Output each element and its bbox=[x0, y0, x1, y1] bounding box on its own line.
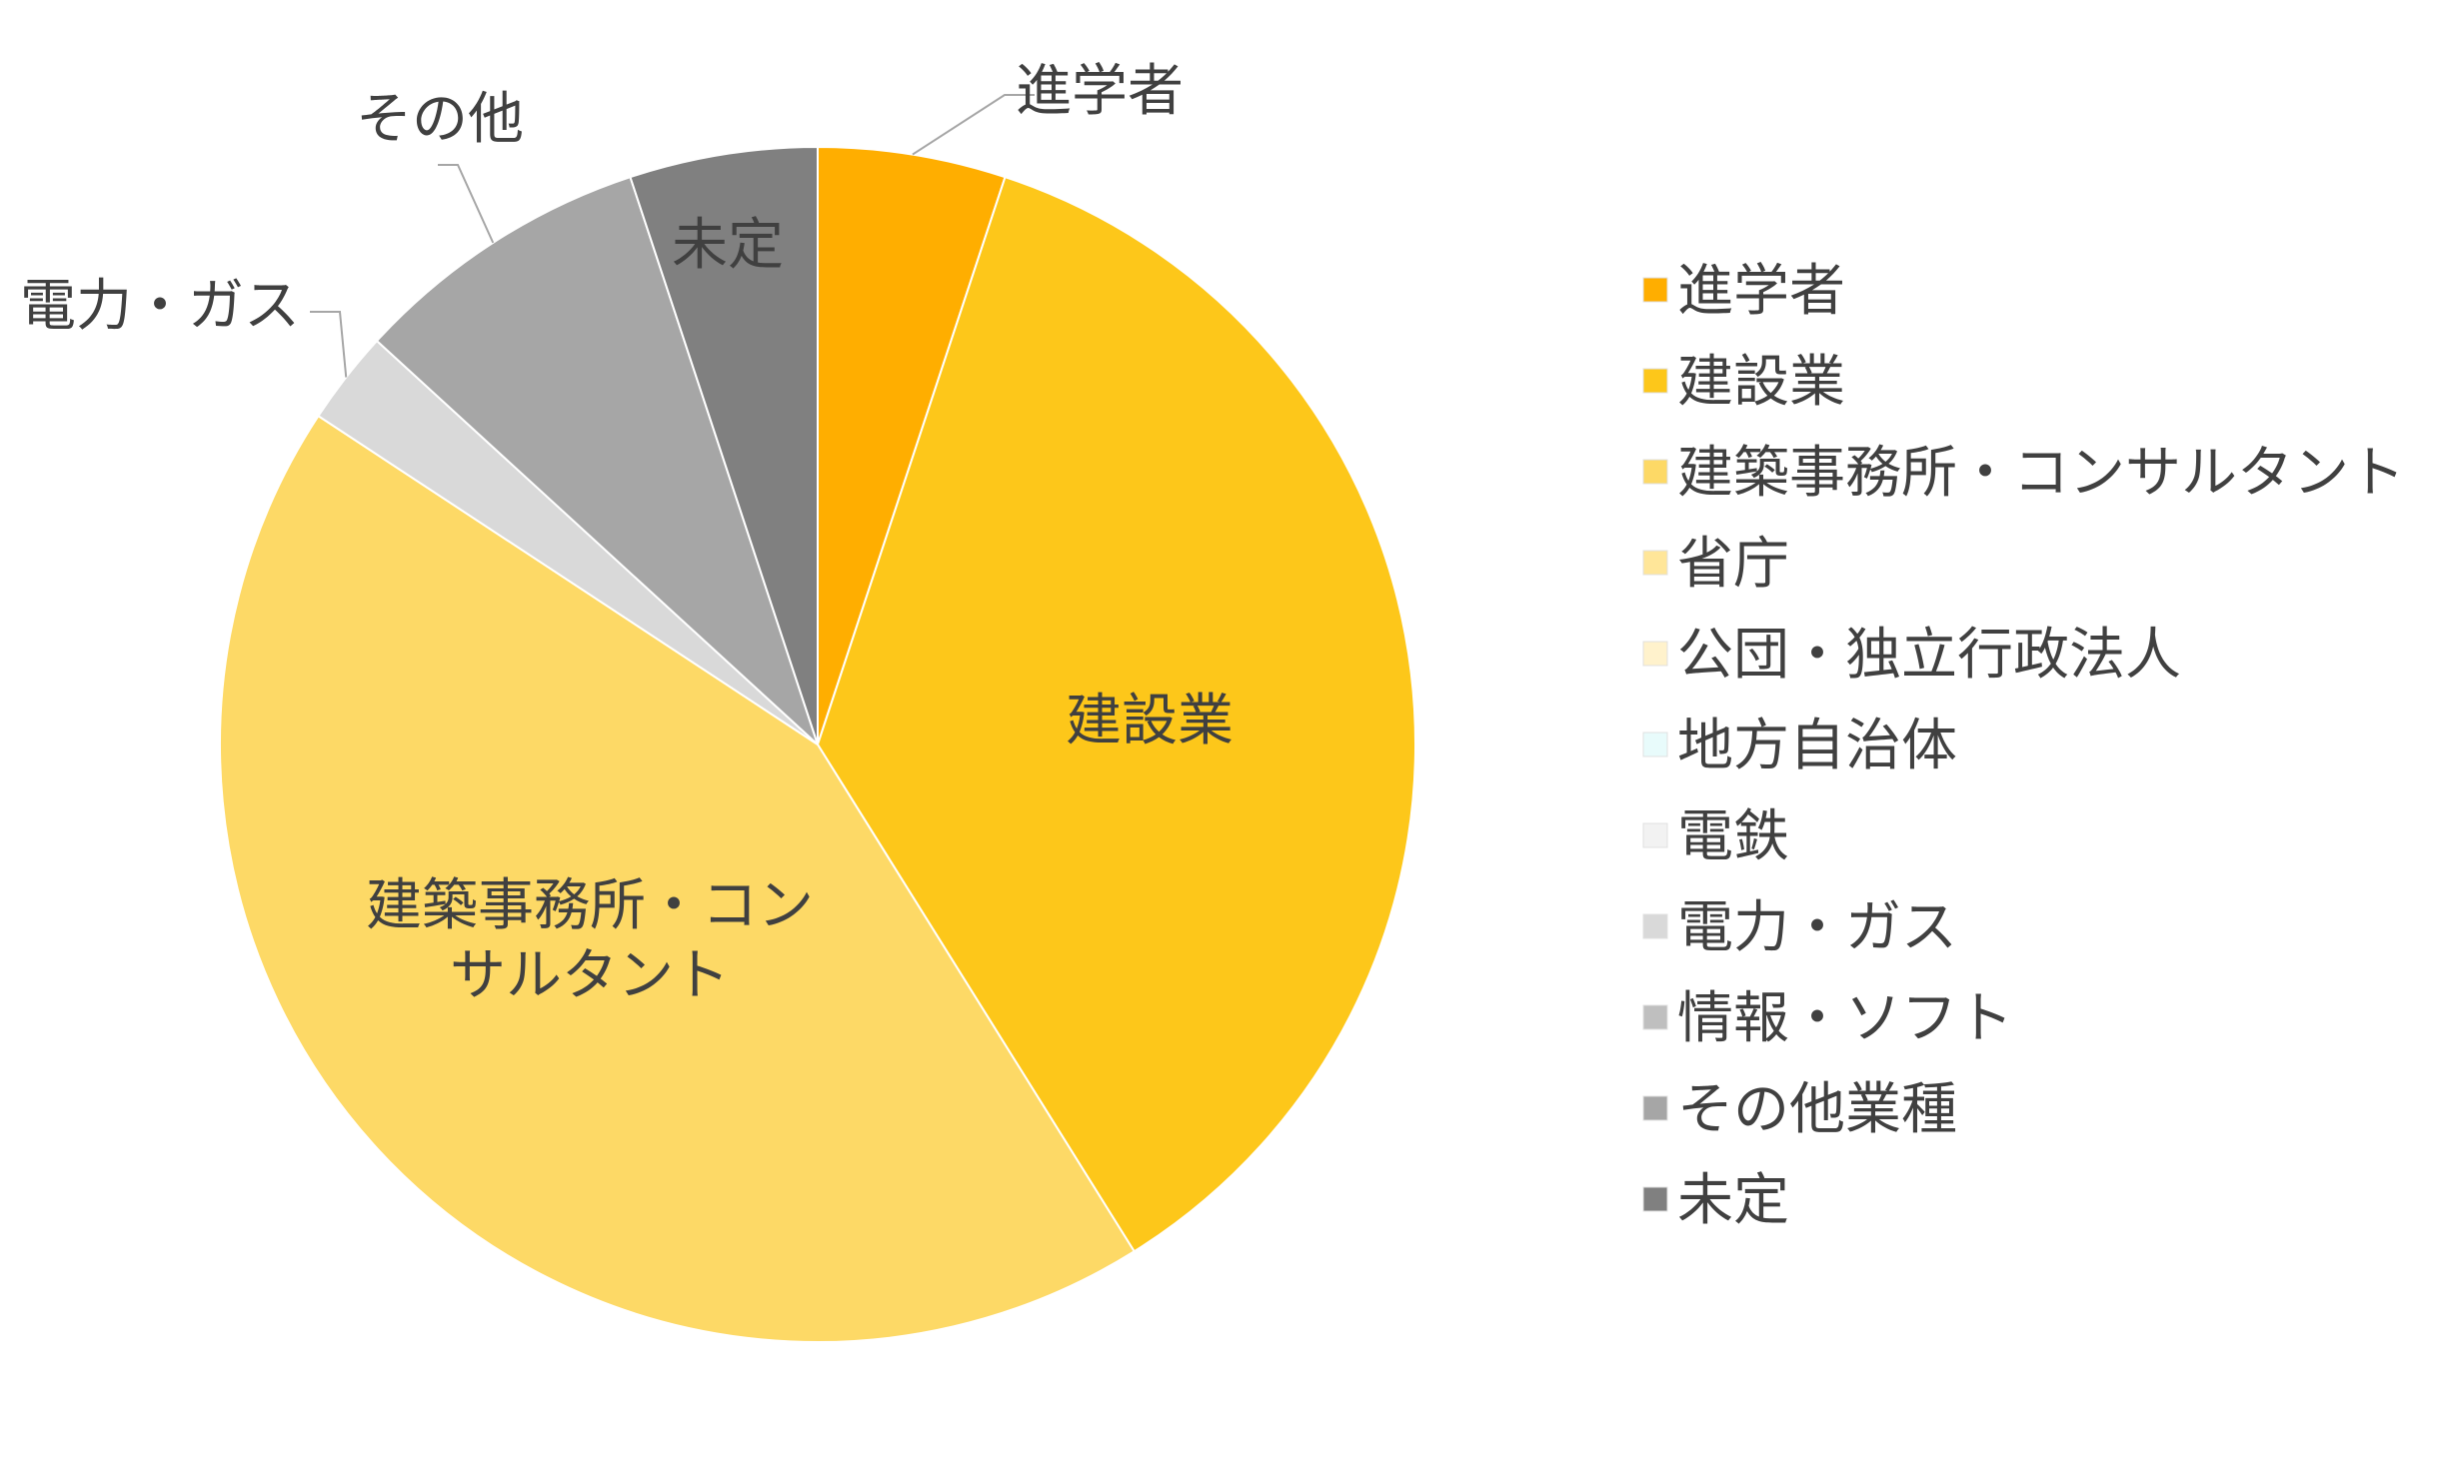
legend-swatch-2 bbox=[1642, 459, 1668, 485]
slice-label-line: サルタント bbox=[450, 943, 730, 1008]
legend-label-8: 情報・ソフト bbox=[1677, 986, 2013, 1051]
legend-label-0: 進学者 bbox=[1677, 259, 1845, 324]
legend: 進学者建設業建築事務所・コンサルタント省庁公団・独立行政法人地方自治体電鉄電力・… bbox=[1642, 259, 2405, 1233]
slice-label-line: 建築事務所・コン bbox=[366, 873, 814, 938]
legend-swatch-6 bbox=[1642, 822, 1668, 848]
legend-label-9: その他業種 bbox=[1677, 1077, 1957, 1142]
pie-slice-0 bbox=[817, 145, 1007, 745]
legend-swatch-9 bbox=[1642, 1095, 1668, 1121]
pie-slice-9 bbox=[375, 175, 821, 748]
legend-swatch-4 bbox=[1642, 641, 1668, 667]
pie-slice-2 bbox=[219, 414, 1137, 1343]
legend-label-5: 地方自治体 bbox=[1677, 714, 1957, 778]
legend-label-1: 建設業 bbox=[1677, 350, 1845, 415]
leader-line-0 bbox=[912, 94, 1035, 156]
legend-swatch-5 bbox=[1642, 732, 1668, 757]
slice-label-3: 電力・ガス bbox=[20, 274, 300, 339]
legend-label-7: 電力・ガス bbox=[1677, 895, 1957, 960]
slice-label-0: 進学者 bbox=[1016, 59, 1184, 124]
leader-line-4 bbox=[438, 164, 495, 244]
slice-label-line: 電力・ガス bbox=[20, 274, 300, 339]
legend-swatch-8 bbox=[1642, 1004, 1668, 1030]
legend-swatch-1 bbox=[1642, 368, 1668, 394]
legend-label-4: 公団・独立行政法人 bbox=[1677, 623, 2181, 688]
slice-label-line: 建設業 bbox=[1066, 689, 1233, 753]
slice-label-1: 建設業 bbox=[1066, 689, 1233, 753]
slice-label-line: その他 bbox=[356, 87, 524, 152]
pie-slices bbox=[219, 145, 1416, 1343]
pie-slice-10 bbox=[629, 145, 819, 745]
legend-label-6: 電鉄 bbox=[1677, 804, 1789, 869]
slice-label-line: 未定 bbox=[672, 213, 784, 278]
legend-swatch-3 bbox=[1642, 550, 1668, 576]
legend-label-2: 建築事務所・コンサルタント bbox=[1677, 441, 2405, 506]
leader-line-3 bbox=[310, 311, 348, 378]
legend-swatch-10 bbox=[1642, 1186, 1668, 1212]
slice-label-line: 進学者 bbox=[1016, 59, 1184, 124]
legend-swatch-0 bbox=[1642, 277, 1668, 303]
legend-label-3: 省庁 bbox=[1677, 532, 1789, 597]
slice-label-5: 未定 bbox=[672, 213, 784, 278]
slice-label-4: その他 bbox=[356, 87, 524, 152]
legend-swatch-7 bbox=[1642, 913, 1668, 939]
slice-label-2: 建築事務所・コンサルタント bbox=[366, 873, 814, 1008]
leader-lines bbox=[310, 94, 1035, 378]
legend-label-10: 未定 bbox=[1677, 1168, 1789, 1233]
